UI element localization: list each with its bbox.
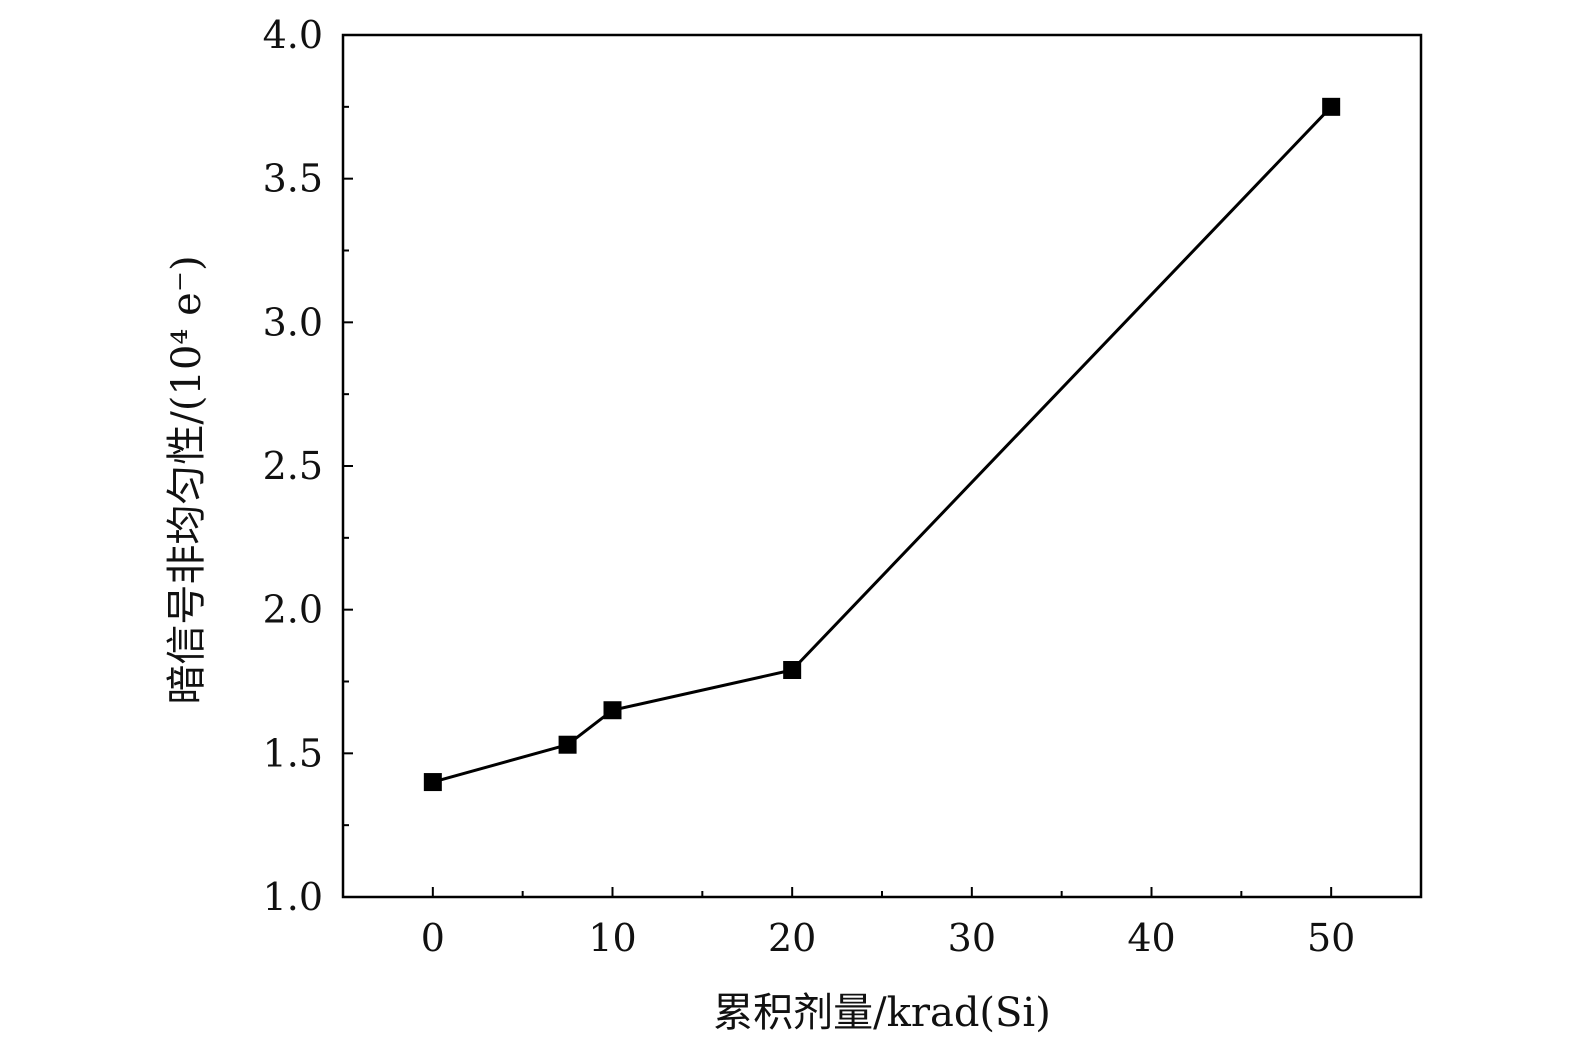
y-tick-label: 3.0: [263, 300, 323, 344]
x-tick-label: 30: [948, 916, 996, 960]
x-tick-label: 0: [421, 916, 445, 960]
data-point-marker: [423, 773, 442, 792]
x-tick-label: 50: [1307, 916, 1355, 960]
data-point-marker: [1322, 97, 1341, 116]
y-axis-label: 暗信号非均匀性/(10⁴ e⁻): [164, 255, 210, 704]
data-point-marker: [558, 735, 577, 754]
marker-layer: [423, 97, 1341, 792]
series-line: [432, 105, 1333, 784]
labels-layer: 0 10 20 30 40 50 1.0 1.5 2.0 2.5 3.0 3.5 4.0: [263, 13, 1356, 960]
data-point-marker: [603, 701, 622, 720]
y-tick-label: 1.0: [263, 875, 323, 919]
x-tick-label: 40: [1127, 916, 1175, 960]
y-tick-label: 2.0: [263, 588, 323, 632]
y-tick-label: 1.5: [263, 731, 323, 775]
x-tick-label: 20: [768, 916, 816, 960]
plot-frame: [341, 33, 1423, 899]
y-tick-label: 2.5: [263, 444, 323, 488]
ticks-layer: [343, 34, 1333, 898]
y-tick-label: 4.0: [263, 13, 323, 57]
x-axis-label: 累积剂量/krad(Si): [713, 990, 1051, 1036]
x-tick-label: 10: [588, 916, 636, 960]
y-tick-label: 3.5: [263, 157, 323, 201]
data-point-marker: [783, 661, 802, 680]
line-layer: [432, 105, 1333, 784]
